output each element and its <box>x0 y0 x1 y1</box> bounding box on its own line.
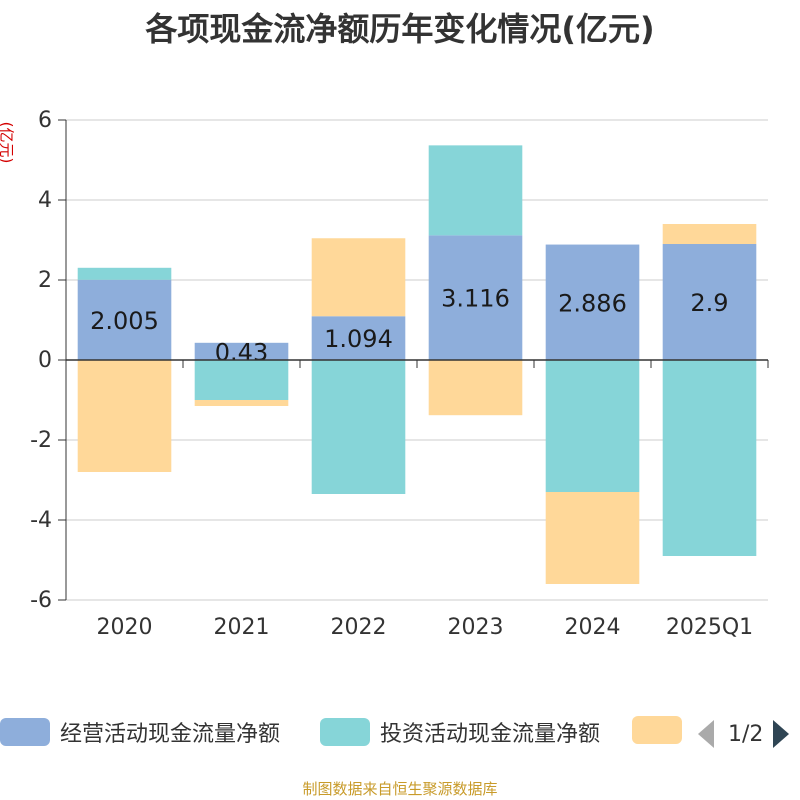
bar-series0-2024 <box>545 244 640 360</box>
bar-value-label: 3.116 <box>441 285 510 313</box>
data-source-note: 制图数据来自恒生聚源数据库 <box>302 780 498 798</box>
bar-series0-2020 <box>77 279 172 360</box>
bar-series1-2021 <box>194 360 289 400</box>
bar-value-label: 2.9 <box>690 289 728 317</box>
bar-series0-2022 <box>311 316 406 360</box>
y-tick-label: 0 <box>38 348 52 373</box>
bar-series1-2024 <box>545 360 640 492</box>
chart-title: 各项现金流净额历年变化情况(亿元) <box>145 10 655 48</box>
legend-item-operating[interactable]: 经营活动现金流量净额 <box>0 716 280 748</box>
bar-series2-2024 <box>545 492 640 584</box>
legend-item-financing[interactable] <box>632 716 692 744</box>
legend-label-investing: 投资活动现金流量净额 <box>380 722 601 747</box>
bar-series1-2025q1 <box>662 360 757 556</box>
y-tick-label: -4 <box>30 508 52 533</box>
y-tick-label: -2 <box>30 428 52 453</box>
x-tick-label: 2020 <box>97 615 153 640</box>
y-tick-label: 2 <box>38 268 52 293</box>
bar-series2-2021 <box>194 400 289 406</box>
legend-label-operating: 经营活动现金流量净额 <box>60 722 281 747</box>
legend: 经营活动现金流量净额 投资活动现金流量净额 <box>0 716 800 756</box>
x-tick-label: 2025Q1 <box>666 615 753 640</box>
bar-series0-2025q1 <box>662 244 757 360</box>
bar-series0-2021 <box>194 342 289 360</box>
y-tick-label: 6 <box>38 108 52 133</box>
legend-swatch-operating <box>0 718 50 746</box>
x-tick-label: 2022 <box>331 615 387 640</box>
bar-series2-2025q1 <box>662 224 757 244</box>
x-tick-label: 2021 <box>214 615 270 640</box>
legend-pager: 1/2 <box>698 716 790 752</box>
bar-series2-2023 <box>428 360 523 416</box>
legend-swatch-investing <box>320 718 370 746</box>
bar-value-label: 2.005 <box>90 307 159 335</box>
legend-swatch-financing <box>632 716 682 744</box>
legend-page-indicator: 1/2 <box>728 721 764 747</box>
bar-value-label: 1.094 <box>324 325 393 353</box>
bar-series1-2022 <box>311 360 406 494</box>
legend-item-investing[interactable]: 投资活动现金流量净额 <box>320 716 600 748</box>
bar-series0-2023 <box>428 235 523 360</box>
legend-next-page-icon[interactable] <box>773 720 790 748</box>
x-tick-label: 2024 <box>565 615 621 640</box>
bar-series2-2020 <box>77 360 172 472</box>
x-tick-label: 2023 <box>448 615 504 640</box>
bar-value-label: 2.886 <box>558 289 627 317</box>
bar-series2-2022 <box>311 238 406 317</box>
y-tick-label: -6 <box>30 588 52 613</box>
y-tick-label: 4 <box>38 188 52 213</box>
bar-series1-2023 <box>428 145 523 236</box>
legend-prev-page-icon[interactable] <box>698 720 714 748</box>
bar-series1-2020 <box>77 267 172 280</box>
